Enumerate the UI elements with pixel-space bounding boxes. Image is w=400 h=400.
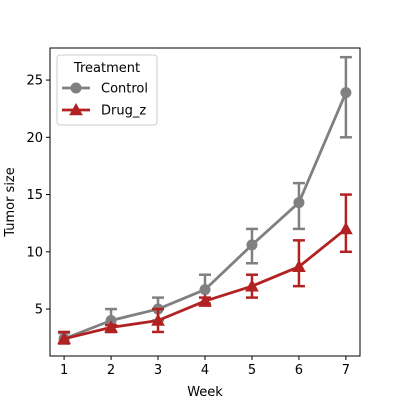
series-drug-z bbox=[57, 193, 353, 345]
data-point bbox=[245, 279, 259, 292]
legend-label: Drug_z bbox=[101, 104, 146, 119]
data-point bbox=[104, 320, 118, 333]
data-point bbox=[199, 284, 211, 296]
legend-entry: Drug_z bbox=[62, 102, 146, 119]
x-tick-label: 4 bbox=[201, 363, 209, 378]
x-tick-label: 3 bbox=[154, 363, 162, 378]
x-tick-label: 7 bbox=[342, 363, 350, 378]
x-tick-label: 5 bbox=[248, 363, 256, 378]
legend-label: Control bbox=[101, 82, 148, 97]
legend-entries: Control Drug_z bbox=[62, 82, 148, 119]
legend-marker bbox=[70, 82, 82, 94]
x-axis: 1 2 3 4 5 6 7 bbox=[60, 356, 350, 378]
data-point bbox=[339, 221, 353, 235]
x-tick-label: 6 bbox=[295, 363, 303, 378]
y-tick-label: 20 bbox=[26, 131, 43, 146]
data-point bbox=[293, 197, 305, 209]
y-axis-label: Tumor size bbox=[3, 167, 18, 238]
y-axis: 5 10 15 20 25 bbox=[26, 74, 50, 318]
data-point bbox=[57, 331, 71, 345]
x-tick-label: 2 bbox=[107, 363, 115, 378]
data-point bbox=[151, 313, 165, 326]
legend-frame bbox=[56, 54, 158, 126]
legend-title: Treatment bbox=[73, 61, 140, 76]
y-tick-label: 15 bbox=[26, 188, 43, 203]
data-point bbox=[246, 239, 258, 251]
y-tick-label: 10 bbox=[26, 245, 43, 260]
data-point bbox=[340, 87, 352, 99]
x-tick-label: 1 bbox=[60, 363, 68, 378]
x-axis-label: Week bbox=[187, 385, 223, 400]
y-tick-label: 25 bbox=[26, 74, 43, 89]
legend-marker bbox=[69, 102, 83, 116]
data-point bbox=[292, 259, 306, 272]
legend: Treatment Control Drug_z bbox=[56, 54, 158, 126]
y-tick-label: 5 bbox=[35, 303, 43, 318]
data-point bbox=[198, 294, 212, 307]
series-layer bbox=[57, 55, 353, 345]
legend-entry: Control bbox=[62, 82, 148, 97]
